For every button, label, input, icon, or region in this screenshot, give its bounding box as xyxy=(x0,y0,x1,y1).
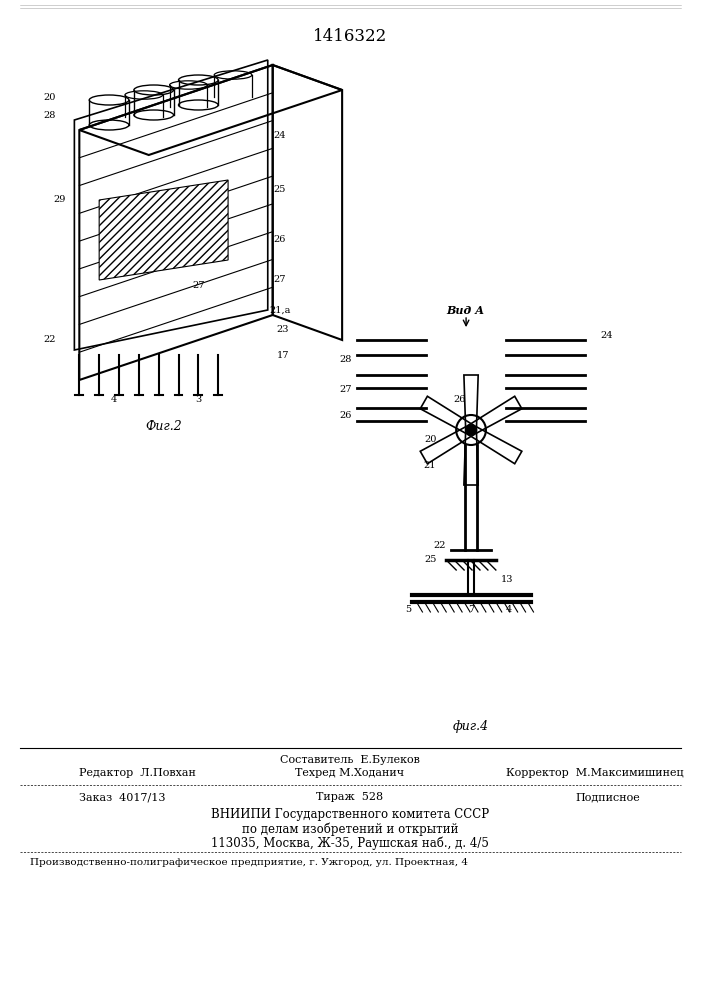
Text: ВНИИПИ Государственного комитета СССР: ВНИИПИ Государственного комитета СССР xyxy=(211,808,489,821)
Text: 20: 20 xyxy=(43,94,56,103)
Text: 17: 17 xyxy=(276,351,289,360)
Text: 26: 26 xyxy=(454,395,466,404)
Text: 25: 25 xyxy=(274,186,286,194)
Text: 28: 28 xyxy=(339,356,352,364)
Text: Редактор  Л.Повхан: Редактор Л.Повхан xyxy=(79,768,197,778)
Text: 27: 27 xyxy=(339,385,352,394)
Text: 24: 24 xyxy=(274,130,286,139)
Text: 3: 3 xyxy=(195,395,201,404)
Text: 28: 28 xyxy=(43,110,56,119)
Text: 26: 26 xyxy=(339,410,352,420)
Text: 27: 27 xyxy=(274,275,286,284)
Text: 1416322: 1416322 xyxy=(313,28,387,45)
Circle shape xyxy=(466,425,476,435)
Text: Производственно-полиграфическое предприятие, г. Ужгород, ул. Проектная, 4: Производственно-полиграфическое предприя… xyxy=(30,858,468,867)
Text: 7: 7 xyxy=(468,605,474,614)
Text: 22: 22 xyxy=(43,336,56,344)
Text: 21,а: 21,а xyxy=(269,306,291,314)
Text: по делам изобретений и открытий: по делам изобретений и открытий xyxy=(242,822,458,836)
Text: Корректор  М.Максимишинец: Корректор М.Максимишинец xyxy=(506,768,684,778)
Text: 29: 29 xyxy=(53,196,66,205)
Text: 20: 20 xyxy=(424,436,436,444)
Text: 4: 4 xyxy=(111,395,117,404)
Text: 25: 25 xyxy=(424,556,436,564)
Text: фиг.4: фиг.4 xyxy=(453,720,489,733)
Polygon shape xyxy=(99,180,228,280)
Text: 13: 13 xyxy=(501,576,513,584)
Text: Заказ  4017/13: Заказ 4017/13 xyxy=(79,792,166,802)
Text: Тираж  528: Тираж 528 xyxy=(317,792,384,802)
Text: 21: 21 xyxy=(423,460,436,470)
Text: 27: 27 xyxy=(192,280,204,290)
Text: 113035, Москва, Ж-35, Раушская наб., д. 4/5: 113035, Москва, Ж-35, Раушская наб., д. … xyxy=(211,836,489,850)
Text: Вид А: Вид А xyxy=(446,304,484,316)
Text: 4: 4 xyxy=(506,605,512,614)
Text: 23: 23 xyxy=(276,326,289,334)
Text: Составитель  Е.Булеков: Составитель Е.Булеков xyxy=(280,755,420,765)
Text: 22: 22 xyxy=(434,540,446,550)
Text: Техред М.Ходанич: Техред М.Ходанич xyxy=(296,768,404,778)
Text: 24: 24 xyxy=(600,330,612,340)
Text: 26: 26 xyxy=(274,235,286,244)
Text: Подписное: Подписное xyxy=(575,792,640,802)
Text: 5: 5 xyxy=(405,605,411,614)
Text: Фиг.2: Фиг.2 xyxy=(145,420,182,433)
